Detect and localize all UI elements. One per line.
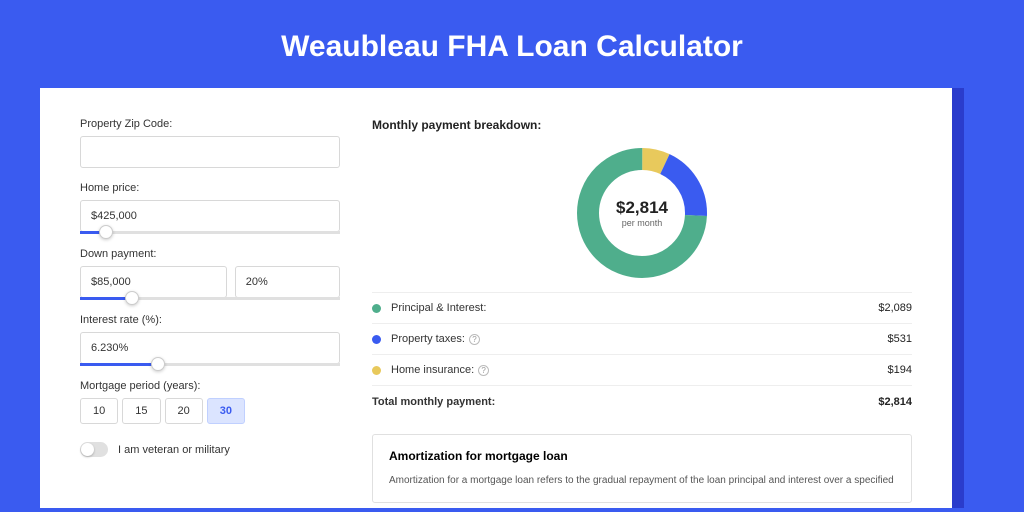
legend-value: $194 (888, 364, 912, 376)
period-label: Mortgage period (years): (80, 380, 340, 392)
form-panel: Property Zip Code: Home price: Down paym… (80, 118, 340, 488)
legend-dot (372, 366, 381, 375)
price-field: Home price: (80, 182, 340, 234)
rate-field: Interest rate (%): (80, 314, 340, 366)
zip-label: Property Zip Code: (80, 118, 340, 130)
price-slider[interactable] (80, 231, 340, 234)
zip-input[interactable] (80, 136, 340, 168)
period-btn-10[interactable]: 10 (80, 398, 118, 424)
legend-value: $531 (888, 333, 912, 345)
legend-row: Home insurance: ?$194 (372, 354, 912, 385)
page-title: Weaubleau FHA Loan Calculator (0, 0, 1024, 88)
legend-value: $2,089 (878, 302, 912, 314)
rate-input[interactable] (80, 332, 340, 364)
period-options: 10152030 (80, 398, 340, 424)
legend-label: Home insurance: ? (391, 364, 888, 376)
rate-label: Interest rate (%): (80, 314, 340, 326)
amortization-title: Amortization for mortgage loan (389, 449, 895, 463)
donut-center: $2,814 per month (577, 148, 707, 278)
calculator-card: Property Zip Code: Home price: Down paym… (40, 88, 952, 508)
toggle-knob (81, 443, 94, 456)
legend-dot (372, 335, 381, 344)
legend: Principal & Interest:$2,089Property taxe… (372, 292, 912, 385)
donut-wrap: $2,814 per month (372, 142, 912, 292)
rate-slider[interactable] (80, 363, 340, 366)
card-shadow: Property Zip Code: Home price: Down paym… (40, 88, 964, 508)
donut-value: $2,814 (616, 198, 668, 218)
total-label: Total monthly payment: (372, 396, 878, 408)
period-btn-15[interactable]: 15 (122, 398, 160, 424)
down-field: Down payment: (80, 248, 340, 300)
down-amount-input[interactable] (80, 266, 227, 298)
help-icon[interactable]: ? (478, 365, 489, 376)
breakdown-title: Monthly payment breakdown: (372, 118, 912, 132)
legend-label: Property taxes: ? (391, 333, 888, 345)
down-slider-thumb[interactable] (125, 291, 139, 305)
donut-sub: per month (622, 218, 663, 228)
down-pct-input[interactable] (235, 266, 340, 298)
legend-dot (372, 304, 381, 313)
veteran-toggle[interactable] (80, 442, 108, 457)
amortization-box: Amortization for mortgage loan Amortizat… (372, 434, 912, 503)
legend-row: Principal & Interest:$2,089 (372, 292, 912, 323)
period-btn-30[interactable]: 30 (207, 398, 245, 424)
price-label: Home price: (80, 182, 340, 194)
period-btn-20[interactable]: 20 (165, 398, 203, 424)
veteran-row: I am veteran or military (80, 442, 340, 457)
price-slider-thumb[interactable] (99, 225, 113, 239)
period-field: Mortgage period (years): 10152030 (80, 380, 340, 424)
rate-slider-thumb[interactable] (151, 357, 165, 371)
zip-field: Property Zip Code: (80, 118, 340, 168)
help-icon[interactable]: ? (469, 334, 480, 345)
amortization-text: Amortization for a mortgage loan refers … (389, 473, 895, 488)
total-row: Total monthly payment: $2,814 (372, 385, 912, 418)
total-value: $2,814 (878, 396, 912, 408)
legend-label: Principal & Interest: (391, 302, 878, 314)
results-panel: Monthly payment breakdown: $2,814 per mo… (372, 118, 912, 488)
down-label: Down payment: (80, 248, 340, 260)
donut-chart: $2,814 per month (577, 148, 707, 278)
veteran-label: I am veteran or military (118, 444, 230, 456)
legend-row: Property taxes: ?$531 (372, 323, 912, 354)
price-input[interactable] (80, 200, 340, 232)
down-slider[interactable] (80, 297, 340, 300)
